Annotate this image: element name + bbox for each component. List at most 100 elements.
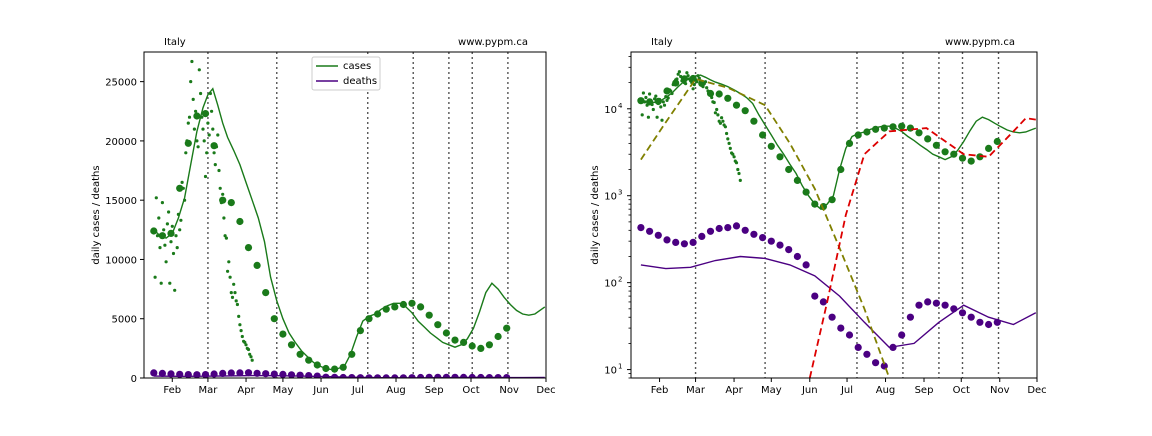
left-cases-daily-dots-1-point-53	[218, 186, 222, 190]
left-cases-weekly-dots-2-point-15	[279, 330, 287, 338]
left-cases-daily-dots-1-point-1	[154, 196, 158, 200]
right-cases-weekly-dots-2-point-5	[680, 75, 689, 83]
left-cases-daily-dots-1-point-10	[165, 222, 169, 226]
left-cases-daily-dots-1-point-33	[194, 109, 198, 113]
right-cases-daily-dots-1-point-70	[727, 141, 731, 145]
right-deaths-weekly-dots-4-point-24	[845, 331, 854, 339]
left-cases-weekly-dots-2-point-33	[434, 321, 442, 329]
right-cases-daily-dots-1-point-17	[661, 100, 665, 104]
left-cases-daily-dots-1-point-15	[171, 251, 176, 256]
right-cases-daily-dots-1-point-67	[723, 125, 728, 129]
right-cases-daily-dots-1-point-35	[684, 82, 688, 86]
right-x-tick-label-jun: Jun	[801, 385, 818, 396]
right-cases-weekly-dots-2-point-20	[811, 200, 819, 208]
right-cases-weekly-dots-2-point-14	[759, 131, 767, 139]
right-cases-weekly-dots-2-point-39	[976, 153, 984, 161]
left-deaths-weekly-dots-4-point-4	[184, 371, 192, 378]
left-deaths-weekly-dots-4-point-29	[399, 374, 407, 378]
right-cases-weekly-dots-2-point-0	[637, 97, 645, 105]
right-cases-daily-dots-1-point-60	[715, 107, 719, 112]
left-deaths-weekly-dots-4-point-2	[167, 370, 175, 378]
left-cases-weekly-dots-2-point-25	[365, 315, 373, 323]
right-cases-daily-dots-1-point-61	[716, 113, 720, 117]
left-cases-daily-dots-1-point-24	[183, 198, 187, 202]
right-cases-weekly-dots-2-point-12	[741, 107, 749, 115]
right-y-tick-exponent-0: 1	[618, 363, 622, 371]
right-deaths-weekly-dots-4-point-6	[689, 238, 697, 246]
right-deaths-weekly-dots-4-point-17	[785, 246, 793, 254]
left-cases-daily-dots-1-point-52	[217, 168, 221, 173]
right-cases-weekly-dots-2-point-40	[985, 144, 993, 152]
left-cases-daily-dots-1-point-55	[221, 192, 225, 196]
right-trend-dashed-trend-5-line	[640, 77, 891, 378]
left-cases-daily-dots-1-point-74	[244, 343, 248, 347]
left-cases-weekly-dots-2-point-38	[477, 344, 485, 352]
right-cases-daily-dots-1-point-3	[644, 95, 648, 100]
right-cases-weekly-dots-2-point-17	[785, 165, 793, 174]
left-cases-weekly-dots-2-point-3	[176, 184, 184, 192]
left-cases-weekly-dots-2-point-2	[167, 229, 175, 237]
right-cases-weekly-dots-2-point-1	[646, 98, 654, 106]
left-cases-daily-dots-1-point-69	[238, 323, 242, 327]
left-x-tick-label-sep: Sep	[425, 385, 444, 396]
left-deaths-weekly-dots-4-point-35	[451, 373, 459, 378]
left-cases-weekly-dots-2-point-13	[262, 289, 270, 297]
left-cases-weekly-dots-2-point-19	[313, 361, 321, 369]
left-x-tick-label-oct: Oct	[462, 385, 479, 396]
left-cases-weekly-dots-2-point-18	[305, 356, 313, 364]
right-cases-daily-dots-1-point-64	[720, 116, 724, 120]
left-deaths-weekly-dots-4-point-22	[339, 373, 347, 378]
left-cases-weekly-dots-2-point-21	[331, 365, 339, 373]
right-cases-daily-dots-1-point-37	[686, 74, 690, 78]
left-cases-weekly-dots-2-point-20	[322, 364, 330, 373]
right-cases-weekly-dots-2-point-28	[880, 124, 888, 132]
left-cases-daily-dots-1-point-12	[168, 281, 172, 285]
right-cases-weekly-dots-2-point-37	[958, 154, 967, 162]
left-cases-daily-dots-1-point-36	[197, 68, 201, 72]
left-series-group	[150, 59, 546, 378]
right-deaths-weekly-dots-4-point-27	[872, 359, 880, 367]
legend-deaths-label: deaths	[343, 76, 377, 87]
left-deaths-weekly-dots-4-point-1	[158, 369, 166, 377]
right-cases-weekly-dots-2-point-2	[654, 97, 662, 105]
left-cases-daily-dots-1-point-2	[155, 234, 160, 238]
right-deaths-weekly-dots-4-point-2	[654, 231, 662, 239]
right-y-tick-label-3: 10	[604, 105, 617, 116]
left-deaths-weekly-dots-4-point-23	[348, 374, 356, 378]
left-deaths-weekly-dots-4-point-30	[408, 374, 416, 378]
right-deaths-model-line-3-line	[640, 255, 1037, 349]
left-cases-daily-dots-1-point-28	[187, 115, 192, 119]
right-cases-daily-dots-1-point-73	[731, 152, 735, 156]
right-y-tick-exponent-3: 4	[618, 102, 623, 110]
left-cases-daily-dots-1-point-58	[224, 236, 228, 240]
left-deaths-weekly-dots-4-point-25	[365, 374, 373, 378]
left-cases-weekly-dots-2-point-12	[253, 261, 261, 269]
left-cases-daily-dots-1-point-64	[232, 282, 236, 286]
right-cases-daily-dots-1-point-79	[738, 178, 742, 182]
right-cases-weekly-dots-2-point-3	[663, 87, 671, 95]
right-cases-daily-dots-1-point-18	[662, 103, 667, 107]
right-deaths-weekly-dots-4-point-22	[828, 313, 836, 321]
right-cases-weekly-dots-2-point-29	[889, 123, 897, 131]
right-deaths-weekly-dots-4-point-14	[759, 234, 767, 242]
left-deaths-weekly-dots-4-point-31	[417, 373, 425, 378]
left-deaths-weekly-dots-4-point-7	[210, 370, 218, 378]
right-x-tick-label-sep: Sep	[915, 385, 934, 396]
right-cases-daily-dots-1-point-0	[640, 113, 644, 117]
right-deaths-weekly-dots-4-point-32	[915, 301, 923, 309]
right-deaths-weekly-dots-4-point-19	[802, 261, 810, 269]
right-deaths-weekly-dots-4-point-26	[863, 350, 871, 358]
right-deaths-weekly-dots-4-point-30	[898, 331, 906, 339]
left-deaths-weekly-dots-4-point-5	[193, 371, 201, 378]
right-data-layer	[637, 70, 1037, 378]
right-cases-weekly-dots-2-point-27	[872, 125, 880, 133]
left-cases-daily-dots-1-point-57	[223, 234, 227, 238]
right-deaths-weekly-dots-4-point-20	[811, 292, 819, 300]
right-deaths-weekly-dots-4-point-41	[993, 318, 1001, 326]
right-cases-weekly-dots-2-point-22	[828, 196, 836, 204]
left-deaths-weekly-dots-4-point-24	[356, 374, 364, 378]
left-deaths-weekly-dots-4-point-36	[460, 373, 468, 378]
right-deaths-weekly-dots-4-point-33	[924, 298, 932, 306]
left-cases-daily-dots-1-point-17	[174, 234, 178, 238]
right-cases-daily-dots-1-point-41	[691, 87, 695, 91]
